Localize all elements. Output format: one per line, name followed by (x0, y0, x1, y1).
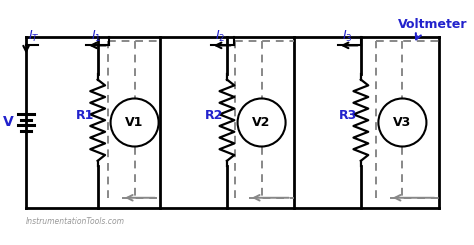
Text: V2: V2 (252, 116, 271, 129)
Text: R2: R2 (205, 109, 223, 122)
Text: V1: V1 (126, 116, 144, 129)
Text: $I_2$: $I_2$ (215, 29, 226, 44)
Circle shape (378, 98, 427, 147)
Text: R1: R1 (75, 109, 94, 122)
Circle shape (237, 98, 286, 147)
Text: V3: V3 (393, 116, 411, 129)
Text: $I_T$: $I_T$ (28, 29, 40, 44)
Text: R3: R3 (339, 109, 357, 122)
Circle shape (110, 98, 159, 147)
Text: Voltmeter: Voltmeter (398, 18, 467, 31)
Text: $I_3$: $I_3$ (342, 29, 353, 44)
Text: InstrumentationTools.com: InstrumentationTools.com (26, 217, 125, 226)
Text: V: V (3, 115, 14, 130)
Text: $I_1$: $I_1$ (91, 29, 101, 44)
